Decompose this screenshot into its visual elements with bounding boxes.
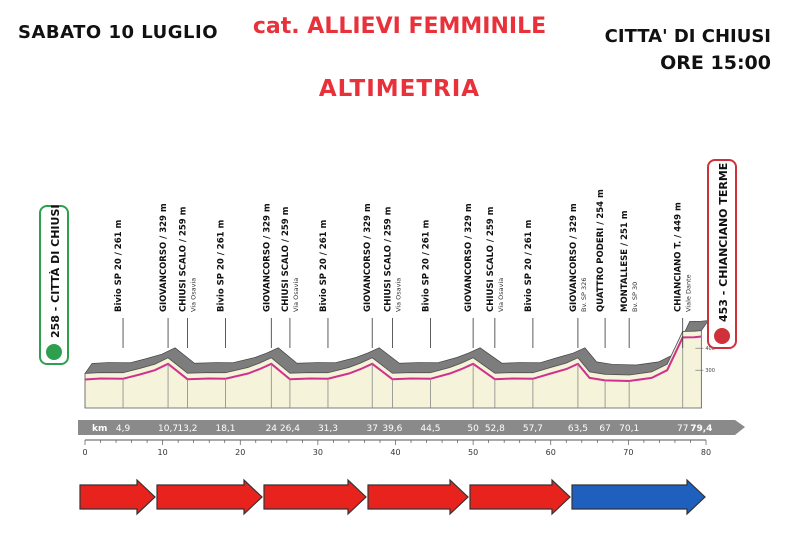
x-tick-label: 0 [82,448,87,457]
km-label: 10,7 [158,424,178,434]
waypoint-name: MONTALLESE / 251 m [620,210,630,312]
waypoint-sub: Via Osavia [292,278,300,312]
start-box [39,205,69,365]
x-tick-label: 30 [313,448,323,457]
km-label: 24 [266,424,278,434]
lap-arrow [263,478,367,516]
race-date: SABATO 10 LUGLIO [18,22,218,43]
y-tick-label: 300 [705,368,715,374]
lap-arrow [571,478,706,516]
waypoint-name: GIOVANCORSO / 329 m [464,203,474,312]
y-tick-label: 400 [705,346,715,352]
waypoint-name: Bivio SP 20 / 261 m [421,219,431,312]
x-tick-label: 80 [701,448,711,457]
finish-flag-icon [714,328,730,344]
start-label: 258 - CITTÀ DI CHIUSI [49,205,62,338]
waypoint-name: Bivio SP 20 / 261 m [524,219,534,312]
km-label: 50 [467,424,479,434]
km-label: 44,5 [420,424,440,434]
km-label: 52,8 [485,424,505,434]
waypoint-sub: Via Osavia [394,278,402,312]
waypoint-name: CHIANCIANO T. / 449 m [674,202,684,312]
lap-arrow [367,478,469,516]
start-time: ORE 15:00 [660,52,771,74]
km-label: 63,5 [568,424,588,434]
km-label: 57,7 [523,424,543,434]
lap-arrow [469,478,571,516]
waypoint-name: Bivio SP 20 / 261 m [217,219,227,312]
waypoint-name: CHIUSI SCALO / 259 m [486,206,496,312]
waypoint-name: GIOVANCORSO / 329 m [262,203,272,312]
waypoint-name: GIOVANCORSO / 329 m [159,203,169,312]
x-tick-label: 10 [158,448,168,457]
km-label: 39,6 [382,424,402,434]
km-label: 77 [677,424,688,434]
waypoint-sub: Bv. SP 30 [631,282,639,312]
waypoint-name: GIOVANCORSO / 329 m [363,203,373,312]
waypoint-sub: Viale Dante [685,274,693,312]
waypoint-name: Bivio SP 20 / 261 m [319,219,329,312]
km-bar [78,420,745,435]
km-label: 13,2 [177,424,197,434]
start-city: CITTA' DI CHIUSI [604,26,771,47]
x-tick-label: 70 [623,448,633,457]
km-label: 31,3 [318,424,338,434]
km-unit-label: km [92,424,107,434]
profile-area [84,330,702,409]
waypoint-name: CHIUSI SCALO / 259 m [383,206,393,312]
waypoint-sub: Via Osavia [189,278,197,312]
category-title: cat. ALLIEVI FEMMINILE [252,14,547,39]
lap-arrow [156,478,263,516]
waypoint-name: Bivio SP 20 / 261 m [114,219,124,312]
km-label: 26,4 [280,424,300,434]
km-label: 70,1 [619,424,639,434]
waypoint-sub: Via Osavia [497,278,505,312]
x-tick-label: 40 [390,448,400,457]
lap-arrow [79,478,156,516]
chart-title: ALTIMETRIA [318,76,481,102]
x-tick-label: 50 [468,448,478,457]
profile-line [84,335,702,382]
finish-label: 453 - CHIANCIANO TERME [717,163,730,322]
waypoint-name: CHIUSI SCALO / 259 m [178,206,188,312]
km-label: 37 [366,424,377,434]
waypoint-name: CHIUSI SCALO / 259 m [281,206,291,312]
x-tick-label: 60 [546,448,556,457]
km-label: 67 [599,424,610,434]
km-label: 79,4 [690,424,712,434]
waypoint-name: QUATTRO PODERI / 254 m [596,189,606,312]
waypoint-name: GIOVANCORSO / 329 m [569,203,579,312]
finish-box [707,159,737,349]
x-tick-label: 20 [235,448,245,457]
km-label: 18,1 [215,424,235,434]
start-flag-icon [46,344,62,360]
waypoint-sub: Bv. SP 326 [580,278,588,312]
km-label: 4,9 [116,424,131,434]
